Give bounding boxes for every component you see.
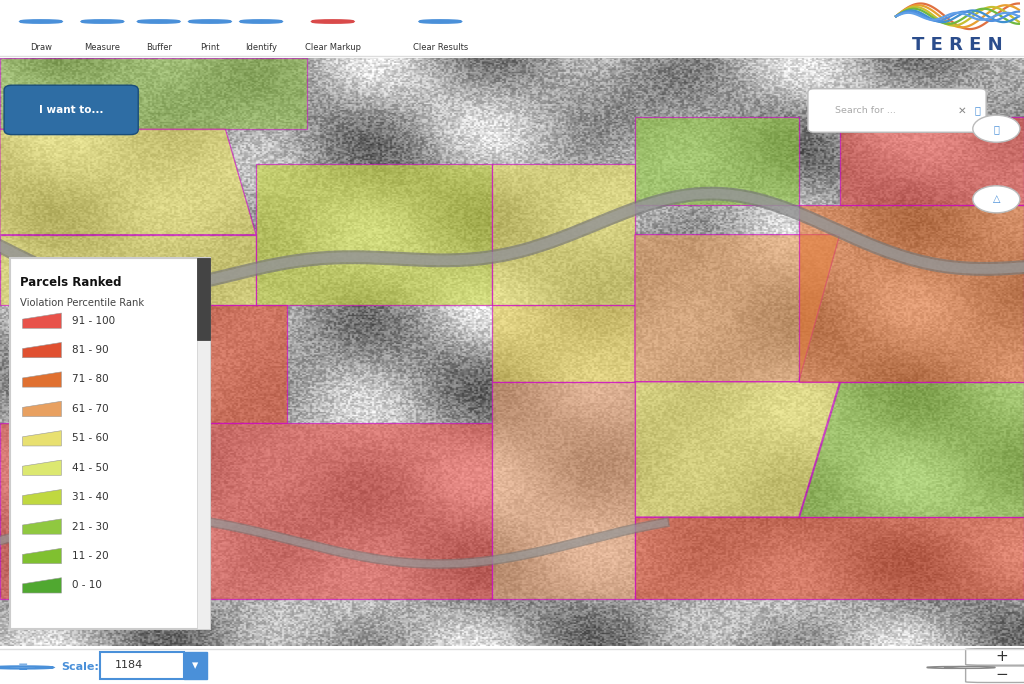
Text: I want to...: I want to... bbox=[40, 105, 103, 115]
FancyBboxPatch shape bbox=[966, 666, 1024, 683]
Polygon shape bbox=[23, 519, 61, 534]
Text: ✕: ✕ bbox=[958, 105, 967, 116]
Text: 0 - 10: 0 - 10 bbox=[72, 581, 101, 590]
FancyBboxPatch shape bbox=[197, 258, 210, 629]
Circle shape bbox=[927, 666, 978, 668]
Polygon shape bbox=[0, 423, 492, 599]
Polygon shape bbox=[23, 431, 61, 446]
Polygon shape bbox=[133, 305, 287, 423]
FancyBboxPatch shape bbox=[184, 653, 207, 679]
Text: Clear Markup: Clear Markup bbox=[305, 43, 360, 52]
Text: Draw: Draw bbox=[30, 43, 52, 52]
Polygon shape bbox=[492, 305, 635, 382]
Text: +: + bbox=[995, 649, 1008, 664]
Polygon shape bbox=[256, 164, 492, 305]
FancyBboxPatch shape bbox=[100, 653, 184, 679]
Polygon shape bbox=[0, 235, 256, 305]
Polygon shape bbox=[492, 164, 635, 305]
Polygon shape bbox=[492, 382, 635, 599]
Polygon shape bbox=[635, 117, 799, 205]
Polygon shape bbox=[0, 58, 307, 129]
Text: Measure: Measure bbox=[84, 43, 121, 52]
Text: Scale:: Scale: bbox=[61, 662, 99, 672]
Text: 41 - 50: 41 - 50 bbox=[72, 463, 109, 473]
Polygon shape bbox=[23, 578, 61, 593]
FancyBboxPatch shape bbox=[4, 86, 138, 135]
Text: −: − bbox=[995, 667, 1008, 682]
Polygon shape bbox=[799, 382, 1024, 517]
Text: 71 - 80: 71 - 80 bbox=[72, 375, 109, 384]
FancyBboxPatch shape bbox=[10, 258, 210, 629]
Circle shape bbox=[944, 666, 995, 668]
Text: Buffer: Buffer bbox=[145, 43, 172, 52]
Circle shape bbox=[973, 115, 1020, 142]
Text: 61 - 70: 61 - 70 bbox=[72, 404, 109, 414]
Text: 1184: 1184 bbox=[115, 660, 143, 670]
FancyBboxPatch shape bbox=[808, 89, 986, 132]
Text: ▾: ▾ bbox=[193, 659, 199, 672]
Text: △: △ bbox=[992, 194, 1000, 205]
Text: 91 - 100: 91 - 100 bbox=[72, 316, 115, 326]
Polygon shape bbox=[23, 372, 61, 387]
Text: 31 - 40: 31 - 40 bbox=[72, 492, 109, 502]
Polygon shape bbox=[799, 205, 1024, 382]
Polygon shape bbox=[23, 490, 61, 505]
Polygon shape bbox=[23, 313, 61, 328]
Text: Identify: Identify bbox=[245, 43, 278, 52]
Text: 81 - 90: 81 - 90 bbox=[72, 345, 109, 355]
FancyBboxPatch shape bbox=[966, 648, 1024, 665]
Polygon shape bbox=[635, 382, 840, 517]
Polygon shape bbox=[23, 402, 61, 417]
Polygon shape bbox=[840, 117, 1024, 205]
Polygon shape bbox=[23, 343, 61, 358]
Text: 21 - 30: 21 - 30 bbox=[72, 522, 109, 531]
Polygon shape bbox=[23, 549, 61, 564]
Text: T E R E N: T E R E N bbox=[912, 36, 1002, 54]
Text: Search for ...: Search for ... bbox=[835, 106, 895, 115]
Text: Clear Results: Clear Results bbox=[413, 43, 468, 52]
Text: Print: Print bbox=[200, 43, 220, 52]
Polygon shape bbox=[635, 235, 840, 382]
Text: Violation Percentile Rank: Violation Percentile Rank bbox=[20, 298, 144, 308]
Circle shape bbox=[973, 186, 1020, 213]
Polygon shape bbox=[23, 460, 61, 475]
Polygon shape bbox=[0, 129, 256, 235]
FancyBboxPatch shape bbox=[197, 258, 210, 341]
Text: 🔍: 🔍 bbox=[975, 105, 981, 116]
Text: 🎤: 🎤 bbox=[993, 124, 999, 134]
Text: Parcels Ranked: Parcels Ranked bbox=[20, 276, 122, 289]
Text: 11 - 20: 11 - 20 bbox=[72, 551, 109, 561]
Text: 51 - 60: 51 - 60 bbox=[72, 434, 109, 443]
Polygon shape bbox=[635, 517, 1024, 599]
Text: ≡: ≡ bbox=[17, 661, 28, 674]
